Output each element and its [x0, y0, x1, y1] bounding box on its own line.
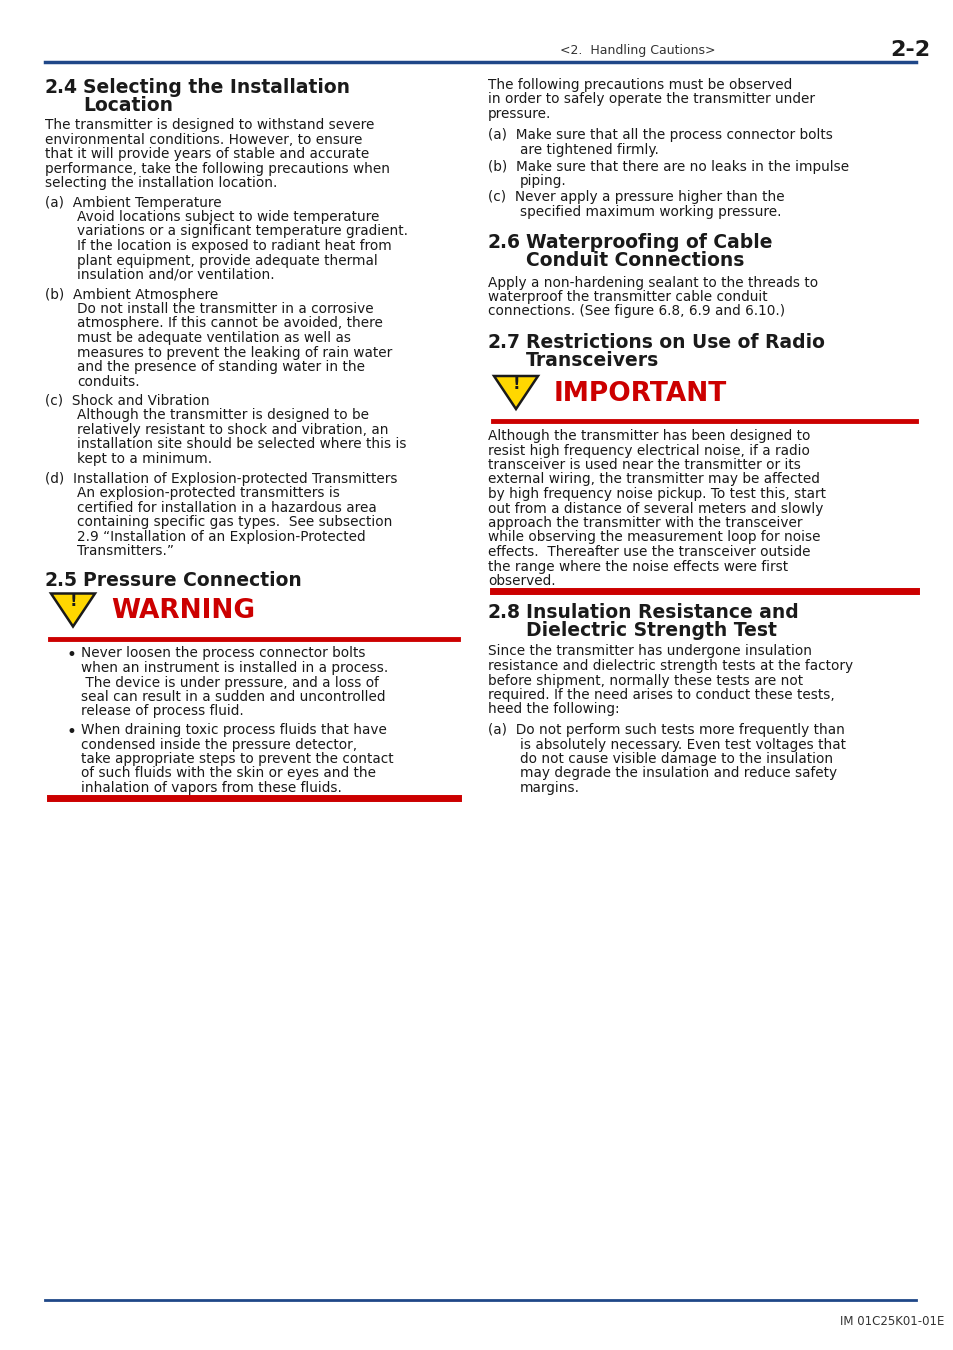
Text: Insulation Resistance and: Insulation Resistance and: [525, 602, 798, 621]
Text: when an instrument is installed in a process.: when an instrument is installed in a pro…: [81, 662, 388, 675]
Text: the range where the noise effects were first: the range where the noise effects were f…: [488, 559, 787, 574]
Text: waterproof the transmitter cable conduit: waterproof the transmitter cable conduit: [488, 290, 767, 304]
Text: !: !: [512, 375, 519, 393]
Text: •: •: [67, 724, 77, 741]
Text: out from a distance of several meters and slowly: out from a distance of several meters an…: [488, 501, 822, 516]
Text: Do not install the transmitter in a corrosive: Do not install the transmitter in a corr…: [77, 302, 374, 316]
Text: certified for installation in a hazardous area: certified for installation in a hazardou…: [77, 501, 376, 514]
Polygon shape: [51, 594, 95, 626]
Text: Transceivers: Transceivers: [525, 351, 659, 370]
Text: If the location is exposed to radiant heat from: If the location is exposed to radiant he…: [77, 239, 392, 252]
Text: of such fluids with the skin or eyes and the: of such fluids with the skin or eyes and…: [81, 767, 375, 780]
Text: (b)  Make sure that there are no leaks in the impulse: (b) Make sure that there are no leaks in…: [488, 159, 848, 174]
Text: may degrade the insulation and reduce safety: may degrade the insulation and reduce sa…: [519, 767, 836, 780]
Text: that it will provide years of stable and accurate: that it will provide years of stable and…: [45, 147, 369, 161]
Text: !: !: [70, 593, 77, 610]
Text: 2-2: 2-2: [889, 40, 929, 59]
Text: 2.8: 2.8: [488, 602, 520, 621]
Text: 2.9 “Installation of an Explosion-Protected: 2.9 “Installation of an Explosion-Protec…: [77, 529, 365, 544]
Text: When draining toxic process fluids that have: When draining toxic process fluids that …: [81, 724, 387, 737]
Text: WARNING: WARNING: [111, 598, 254, 625]
Text: before shipment, normally these tests are not: before shipment, normally these tests ar…: [488, 674, 802, 687]
Text: observed.: observed.: [488, 574, 555, 589]
Text: approach the transmitter with the transceiver: approach the transmitter with the transc…: [488, 516, 801, 531]
Text: Avoid locations subject to wide temperature: Avoid locations subject to wide temperat…: [77, 211, 379, 224]
Text: (a)  Ambient Temperature: (a) Ambient Temperature: [45, 196, 221, 209]
Text: IM 01C25K01-01E: IM 01C25K01-01E: [840, 1315, 943, 1328]
Text: Dielectric Strength Test: Dielectric Strength Test: [525, 621, 776, 640]
Text: connections. (See figure 6.8, 6.9 and 6.10.): connections. (See figure 6.8, 6.9 and 6.…: [488, 305, 784, 319]
Text: while observing the measurement loop for noise: while observing the measurement loop for…: [488, 531, 820, 544]
Text: margins.: margins.: [519, 782, 579, 795]
Text: kept to a minimum.: kept to a minimum.: [77, 452, 212, 466]
Text: inhalation of vapors from these fluids.: inhalation of vapors from these fluids.: [81, 782, 341, 795]
Text: (a)  Make sure that all the process connector bolts: (a) Make sure that all the process conne…: [488, 128, 832, 143]
Text: 2.6: 2.6: [488, 234, 520, 252]
Text: are tightened firmly.: are tightened firmly.: [519, 143, 659, 157]
Text: Restrictions on Use of Radio: Restrictions on Use of Radio: [525, 333, 824, 352]
Text: (b)  Ambient Atmosphere: (b) Ambient Atmosphere: [45, 288, 218, 301]
Text: measures to prevent the leaking of rain water: measures to prevent the leaking of rain …: [77, 346, 392, 359]
Text: and the presence of standing water in the: and the presence of standing water in th…: [77, 360, 365, 374]
Text: Since the transmitter has undergone insulation: Since the transmitter has undergone insu…: [488, 644, 811, 659]
Text: condensed inside the pressure detector,: condensed inside the pressure detector,: [81, 737, 356, 752]
Text: (d)  Installation of Explosion-protected Transmitters: (d) Installation of Explosion-protected …: [45, 471, 397, 486]
Text: <2.  Handling Cautions>: <2. Handling Cautions>: [559, 45, 715, 57]
Text: Although the transmitter is designed to be: Although the transmitter is designed to …: [77, 409, 369, 423]
Text: pressure.: pressure.: [488, 107, 551, 122]
Polygon shape: [494, 377, 537, 409]
Text: The following precautions must be observed: The following precautions must be observ…: [488, 78, 791, 92]
Text: transceiver is used near the transmitter or its: transceiver is used near the transmitter…: [488, 458, 800, 472]
Text: piping.: piping.: [519, 174, 566, 188]
Text: do not cause visible damage to the insulation: do not cause visible damage to the insul…: [519, 752, 832, 765]
Text: heed the following:: heed the following:: [488, 702, 619, 717]
Text: selecting the installation location.: selecting the installation location.: [45, 176, 277, 190]
Text: Selecting the Installation: Selecting the Installation: [83, 78, 350, 97]
Text: relatively resistant to shock and vibration, an: relatively resistant to shock and vibrat…: [77, 423, 388, 437]
Text: Never loosen the process connector bolts: Never loosen the process connector bolts: [81, 647, 365, 660]
Text: is absolutely necessary. Even test voltages that: is absolutely necessary. Even test volta…: [519, 737, 845, 752]
Text: Conduit Connections: Conduit Connections: [525, 251, 743, 270]
Text: installation site should be selected where this is: installation site should be selected whe…: [77, 437, 406, 451]
Text: by high frequency noise pickup. To test this, start: by high frequency noise pickup. To test …: [488, 487, 825, 501]
Text: must be adequate ventilation as well as: must be adequate ventilation as well as: [77, 331, 351, 346]
Text: plant equipment, provide adequate thermal: plant equipment, provide adequate therma…: [77, 254, 377, 267]
Text: conduits.: conduits.: [77, 374, 139, 389]
Text: Apply a non-hardening sealant to the threads to: Apply a non-hardening sealant to the thr…: [488, 275, 818, 289]
Text: external wiring, the transmitter may be affected: external wiring, the transmitter may be …: [488, 472, 819, 486]
Text: release of process fluid.: release of process fluid.: [81, 705, 244, 718]
Text: specified maximum working pressure.: specified maximum working pressure.: [519, 205, 781, 219]
Text: insulation and/or ventilation.: insulation and/or ventilation.: [77, 269, 274, 282]
Text: variations or a significant temperature gradient.: variations or a significant temperature …: [77, 224, 408, 239]
Text: The device is under pressure, and a loss of: The device is under pressure, and a loss…: [81, 675, 378, 690]
Text: Pressure Connection: Pressure Connection: [83, 571, 301, 590]
Text: required. If the need arises to conduct these tests,: required. If the need arises to conduct …: [488, 688, 834, 702]
Text: Waterproofing of Cable: Waterproofing of Cable: [525, 234, 772, 252]
Text: An explosion-protected transmitters is: An explosion-protected transmitters is: [77, 486, 339, 500]
Text: (a)  Do not perform such tests more frequently than: (a) Do not perform such tests more frequ…: [488, 724, 844, 737]
Text: 2.4: 2.4: [45, 78, 78, 97]
Text: Location: Location: [83, 96, 172, 115]
Text: Although the transmitter has been designed to: Although the transmitter has been design…: [488, 429, 809, 443]
Text: IMPORTANT: IMPORTANT: [554, 381, 726, 406]
Text: 2.5: 2.5: [45, 571, 78, 590]
Text: (c)  Shock and Vibration: (c) Shock and Vibration: [45, 394, 210, 408]
Text: (c)  Never apply a pressure higher than the: (c) Never apply a pressure higher than t…: [488, 190, 783, 204]
Text: containing specific gas types.  See subsection: containing specific gas types. See subse…: [77, 514, 392, 529]
Text: 2.7: 2.7: [488, 333, 520, 352]
Text: resistance and dielectric strength tests at the factory: resistance and dielectric strength tests…: [488, 659, 852, 674]
Text: effects.  Thereafter use the transceiver outside: effects. Thereafter use the transceiver …: [488, 545, 810, 559]
Text: resist high frequency electrical noise, if a radio: resist high frequency electrical noise, …: [488, 444, 809, 458]
Text: Transmitters.”: Transmitters.”: [77, 544, 173, 558]
Text: take appropriate steps to prevent the contact: take appropriate steps to prevent the co…: [81, 752, 394, 765]
Text: atmosphere. If this cannot be avoided, there: atmosphere. If this cannot be avoided, t…: [77, 316, 382, 331]
Text: performance, take the following precautions when: performance, take the following precauti…: [45, 162, 390, 176]
Text: environmental conditions. However, to ensure: environmental conditions. However, to en…: [45, 132, 362, 147]
Text: in order to safely operate the transmitter under: in order to safely operate the transmitt…: [488, 93, 814, 107]
Text: •: •: [67, 647, 77, 664]
Text: The transmitter is designed to withstand severe: The transmitter is designed to withstand…: [45, 117, 374, 132]
Text: seal can result in a sudden and uncontrolled: seal can result in a sudden and uncontro…: [81, 690, 385, 703]
